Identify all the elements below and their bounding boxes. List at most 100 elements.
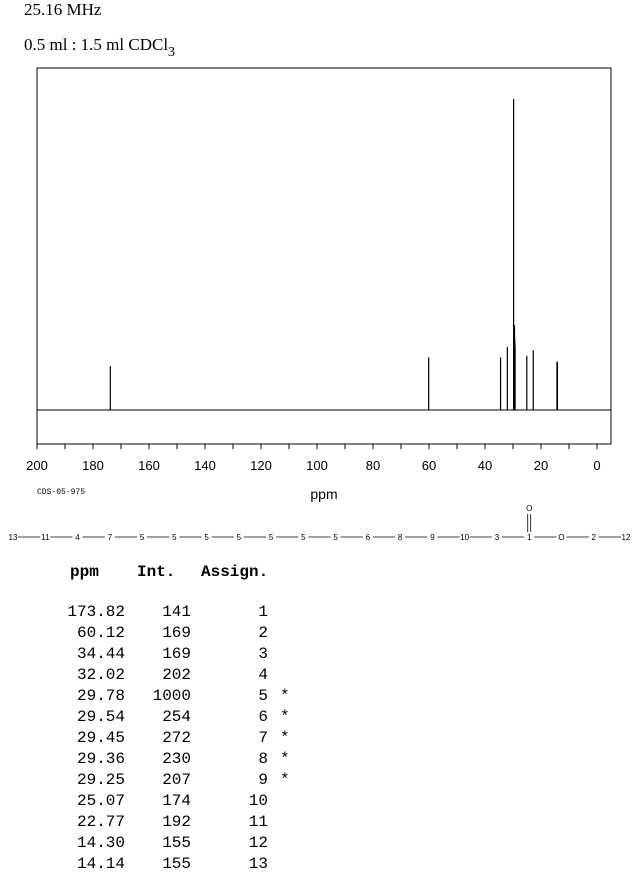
x-tick-label: 180 — [82, 458, 104, 473]
chain-label-bg — [73, 532, 82, 542]
cell-ppm: 34.44 — [76, 645, 125, 663]
x-tick-label: 120 — [250, 458, 272, 473]
solvent-text: 0.5 ml : 1.5 ml CDCl — [24, 35, 169, 54]
chain-atom-label: 5 — [301, 533, 306, 542]
cell-assign: 9 — [258, 771, 268, 789]
x-tick-label: 0 — [593, 458, 600, 473]
cell-int: 230 — [162, 750, 191, 768]
chain-label-bg — [492, 532, 501, 542]
x-tick-label: 40 — [478, 458, 492, 473]
chain-label-bg — [589, 532, 598, 542]
carbonyl-oxygen-label: O — [526, 504, 532, 513]
cell-assign: 8 — [258, 750, 268, 768]
column-header-int: Int. — [137, 563, 176, 581]
x-tick-label: 100 — [306, 458, 328, 473]
nmr-spectrum-chart: 200 180 160 140 120 100 80 60 40 20 0 ppm 13 11 4 7 5 5… — [9, 67, 631, 542]
chain-atom-label: 6 — [366, 533, 371, 542]
chain-label-bg — [41, 532, 50, 542]
cell-assign: 7 — [258, 729, 268, 747]
cell-ppm: 29.78 — [76, 687, 125, 705]
chain-label-bg — [622, 532, 630, 542]
column-header-assign: Assign. — [201, 563, 269, 581]
chain-atom-label: 5 — [204, 533, 209, 542]
chain-label-bg — [396, 532, 405, 542]
cell-ppm: 29.45 — [76, 729, 125, 747]
chain-atom-label: 7 — [108, 533, 113, 542]
chain-atom-label: 9 — [430, 533, 435, 542]
solvent-subscript: 3 — [168, 45, 176, 60]
x-tick-label: 140 — [194, 458, 216, 473]
x-tick-label: 60 — [422, 458, 436, 473]
cell-assign: 10 — [248, 792, 268, 810]
cell-mark: * — [280, 729, 290, 747]
x-axis-label: ppm — [310, 486, 337, 502]
cell-assign: 5 — [258, 687, 268, 705]
chain-label-bg — [331, 532, 340, 542]
cell-int: 141 — [162, 603, 191, 621]
chain-atom-label: 5 — [269, 533, 274, 542]
cell-ppm: 29.36 — [76, 750, 125, 768]
chain-atom-label: 5 — [333, 533, 338, 542]
cell-assign: 4 — [258, 666, 268, 684]
cell-int: 174 — [162, 792, 191, 810]
cell-assign: 13 — [248, 855, 268, 873]
cell-ppm: 14.30 — [76, 834, 125, 852]
chart-axes — [36, 67, 612, 445]
cell-mark: * — [280, 771, 290, 789]
frequency-label: 25.16 MHz — [24, 0, 102, 19]
cell-int: 202 — [162, 666, 191, 684]
solvent-label: 0.5 ml : 1.5 ml CDCl3 — [24, 35, 175, 60]
cell-mark: * — [280, 708, 290, 726]
x-tick-label: 160 — [138, 458, 160, 473]
cell-int: 169 — [162, 624, 191, 642]
x-tick-label: 80 — [366, 458, 380, 473]
cell-int: 155 — [162, 834, 191, 852]
cell-ppm: 14.14 — [76, 855, 125, 873]
cell-int: 192 — [162, 813, 191, 831]
cell-ppm: 60.12 — [76, 624, 125, 642]
chain-label-bg — [363, 532, 372, 542]
chain-label-bg — [525, 532, 534, 542]
cell-int: 155 — [162, 855, 191, 873]
chain-atom-label: 11 — [41, 533, 50, 542]
chain-label-bg — [299, 532, 308, 542]
cell-ppm: 22.77 — [76, 813, 125, 831]
cell-ppm: 32.02 — [76, 666, 125, 684]
plot-frame — [36, 67, 612, 445]
cell-int: 169 — [162, 645, 191, 663]
cell-assign: 11 — [248, 813, 268, 831]
chain-label-bg — [138, 532, 147, 542]
chart-peaks — [109, 99, 559, 410]
chart-ticks: 200 180 160 140 120 100 80 60 40 20 0 — [26, 444, 601, 473]
chain-atom-label: 5 — [237, 533, 242, 542]
cell-int: 207 — [162, 771, 191, 789]
cell-assign: 12 — [248, 834, 268, 852]
chain-label-bg — [9, 532, 17, 542]
cell-int: 272 — [162, 729, 191, 747]
chain-atom-label: 13 — [9, 533, 18, 542]
cell-mark: * — [280, 687, 290, 705]
cell-ppm: 29.25 — [76, 771, 125, 789]
chain-atom-label: 5 — [172, 533, 177, 542]
x-tick-label: 200 — [26, 458, 48, 473]
chain-atom-label: 8 — [398, 533, 403, 542]
chain-atom-label: 1 — [527, 533, 532, 542]
chain-label-bg — [428, 532, 437, 542]
chain-label-bg — [234, 532, 243, 542]
chain-atom-label: O — [558, 533, 564, 542]
chain-atom-label: 2 — [592, 533, 597, 542]
chain-label-bg — [267, 532, 276, 542]
chain-label-bg — [460, 532, 469, 542]
cell-mark: * — [280, 750, 290, 768]
cell-ppm: 29.54 — [76, 708, 125, 726]
cell-ppm: 173.82 — [67, 603, 125, 621]
cell-assign: 2 — [258, 624, 268, 642]
chain-atom-label: 5 — [140, 533, 145, 542]
chain-label-bg — [105, 532, 114, 542]
cell-assign: 3 — [258, 645, 268, 663]
chain-atom-label: 4 — [75, 533, 80, 542]
cell-assign: 1 — [258, 603, 268, 621]
chain-atom-label: 3 — [495, 533, 500, 542]
chain-label-bg — [557, 532, 566, 542]
chain-label-bg — [170, 532, 179, 542]
